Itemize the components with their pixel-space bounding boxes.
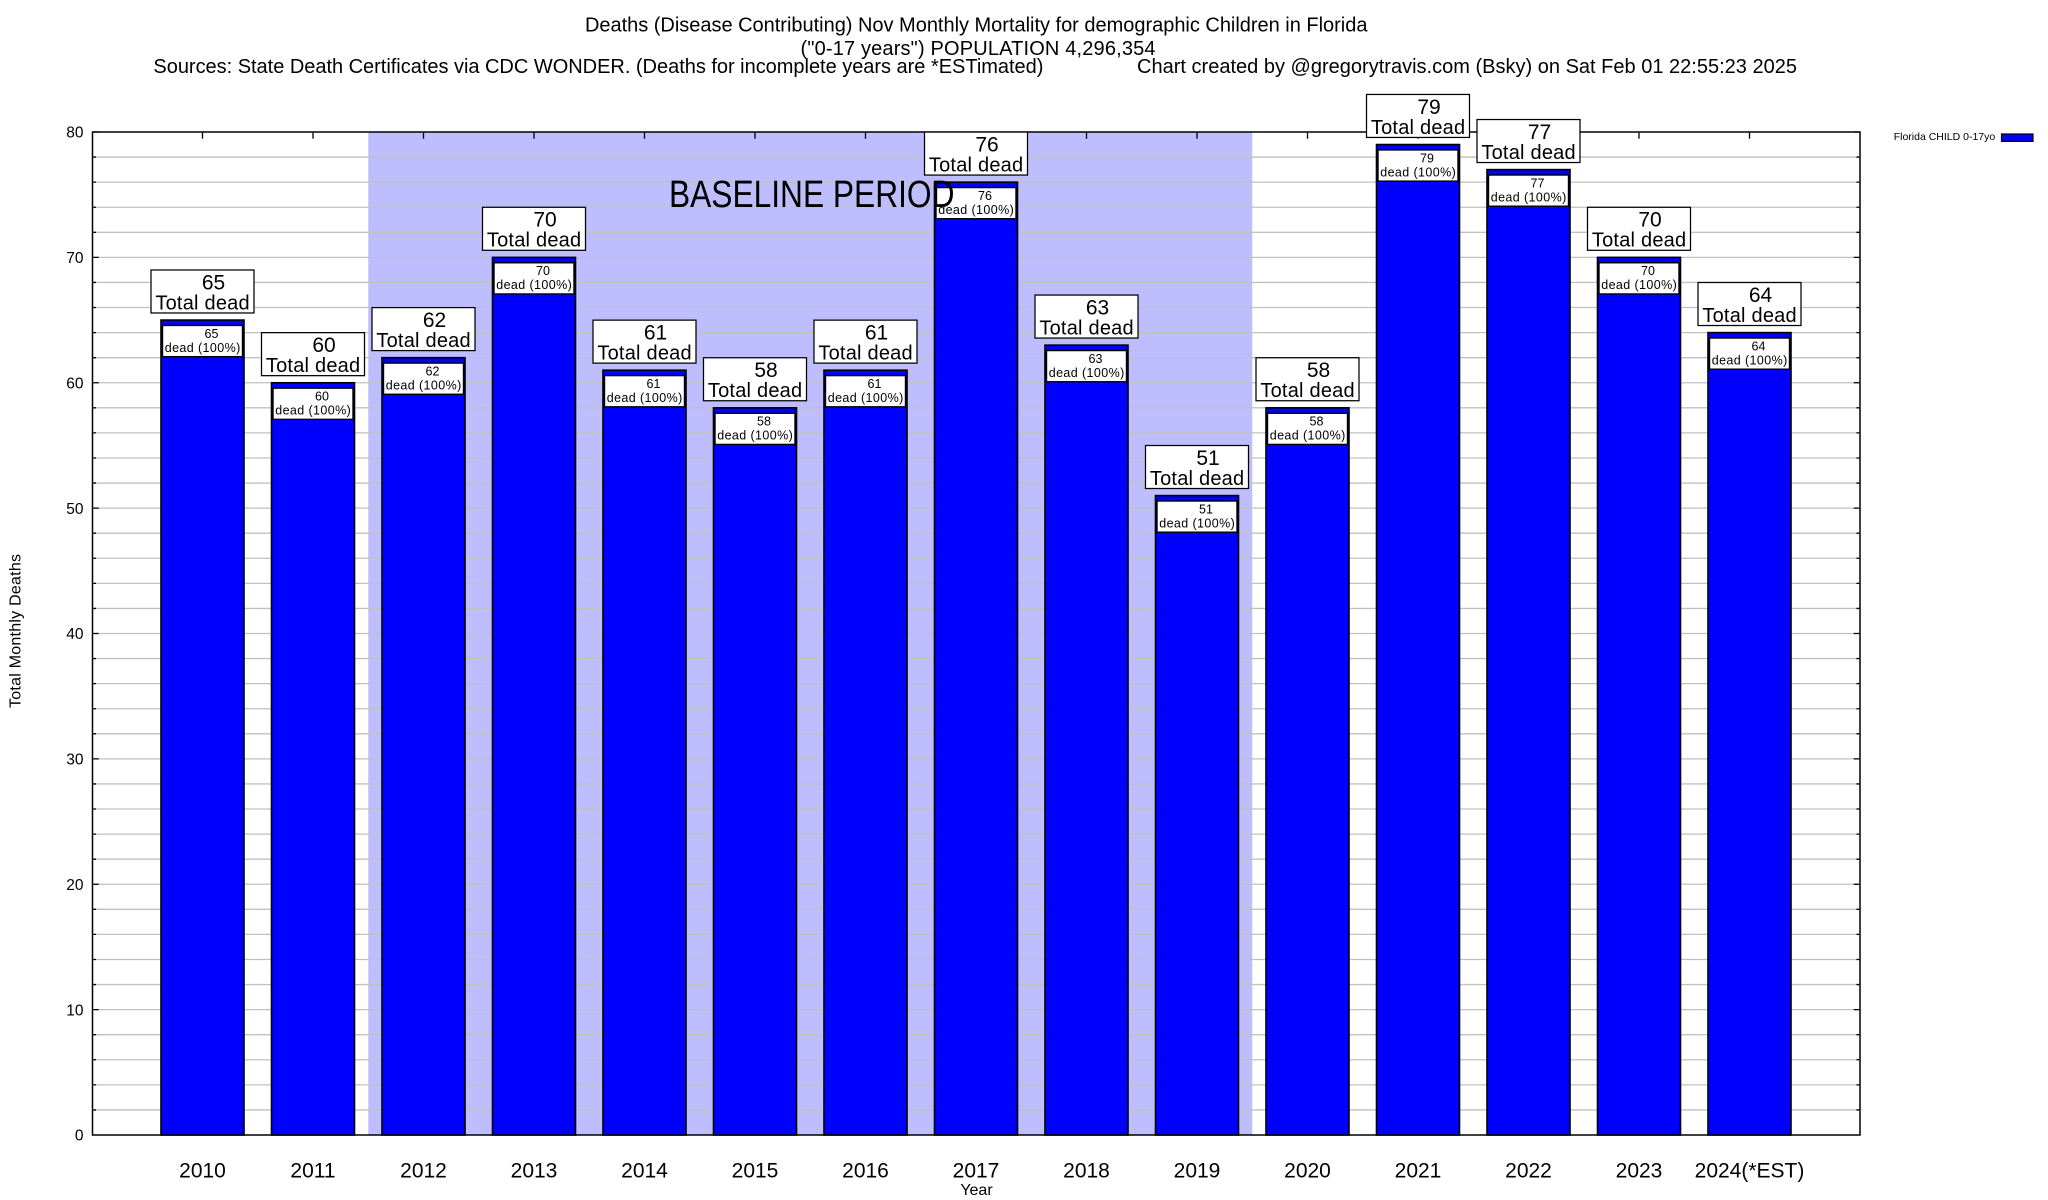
svg-text:77: 77 — [1528, 121, 1551, 144]
svg-text:2015: 2015 — [732, 1159, 779, 1182]
svg-text:64: 64 — [1749, 284, 1773, 307]
svg-text:20: 20 — [66, 877, 84, 894]
svg-text:64: 64 — [1752, 339, 1766, 353]
svg-text:2022: 2022 — [1505, 1159, 1552, 1182]
svg-text:2016: 2016 — [842, 1159, 889, 1182]
svg-text:dead (100%): dead (100%) — [1712, 353, 1788, 367]
svg-text:("0-17 years") POPULATION 4,29: ("0-17 years") POPULATION 4,296,354 — [801, 38, 1156, 60]
svg-text:58: 58 — [1307, 359, 1330, 382]
svg-text:61: 61 — [868, 377, 882, 391]
svg-text:dead (100%): dead (100%) — [938, 203, 1014, 217]
svg-text:dead (100%): dead (100%) — [1380, 165, 1456, 179]
svg-text:Year: Year — [960, 1182, 993, 1199]
svg-text:60: 60 — [312, 334, 335, 357]
svg-text:Sources: State Death Certifica: Sources: State Death Certificates via CD… — [153, 56, 1043, 78]
svg-text:70: 70 — [533, 209, 556, 232]
svg-text:Total dead: Total dead — [1039, 317, 1133, 339]
svg-text:58: 58 — [757, 415, 771, 429]
svg-text:2017: 2017 — [953, 1159, 1000, 1182]
svg-text:Total dead: Total dead — [708, 380, 802, 402]
svg-text:dead (100%): dead (100%) — [1270, 429, 1346, 443]
svg-text:Florida CHILD 0-17yo: Florida CHILD 0-17yo — [1894, 131, 1996, 143]
svg-text:50: 50 — [66, 501, 84, 518]
svg-text:10: 10 — [66, 1002, 84, 1019]
svg-text:Total dead: Total dead — [376, 330, 470, 352]
svg-text:61: 61 — [647, 377, 661, 391]
svg-text:2012: 2012 — [400, 1159, 447, 1182]
svg-text:62: 62 — [423, 309, 446, 332]
svg-text:76: 76 — [975, 133, 998, 156]
svg-text:65: 65 — [202, 271, 225, 294]
svg-text:2021: 2021 — [1395, 1159, 1442, 1182]
svg-text:Total dead: Total dead — [597, 343, 691, 365]
svg-text:Total dead: Total dead — [1260, 380, 1354, 402]
svg-text:dead (100%): dead (100%) — [1049, 366, 1125, 380]
svg-text:63: 63 — [1089, 352, 1103, 366]
svg-text:Total Monthly Deaths: Total Monthly Deaths — [8, 554, 25, 708]
svg-text:dead (100%): dead (100%) — [275, 404, 351, 418]
svg-text:Total dead: Total dead — [1481, 142, 1575, 164]
svg-text:51: 51 — [1196, 447, 1219, 470]
svg-text:70: 70 — [66, 250, 84, 267]
svg-text:70: 70 — [1638, 209, 1661, 232]
svg-text:63: 63 — [1086, 296, 1109, 319]
svg-text:60: 60 — [315, 390, 329, 404]
svg-text:BASELINE PERIOD: BASELINE PERIOD — [669, 174, 955, 216]
svg-text:2010: 2010 — [179, 1159, 226, 1182]
svg-text:2011: 2011 — [290, 1159, 335, 1182]
svg-text:Total dead: Total dead — [929, 154, 1023, 176]
svg-text:62: 62 — [426, 364, 440, 378]
svg-text:2014: 2014 — [621, 1159, 668, 1182]
svg-text:80: 80 — [66, 125, 84, 142]
svg-text:Total dead: Total dead — [1371, 117, 1465, 139]
svg-text:70: 70 — [536, 264, 550, 278]
svg-text:Total dead: Total dead — [487, 230, 581, 252]
svg-text:2013: 2013 — [511, 1159, 558, 1182]
svg-text:70: 70 — [1641, 264, 1655, 278]
svg-text:Total dead: Total dead — [1592, 230, 1686, 252]
svg-text:Total dead: Total dead — [155, 292, 249, 314]
svg-text:2019: 2019 — [1174, 1159, 1221, 1182]
svg-text:Deaths (Disease Contributing): Deaths (Disease Contributing) Nov Monthl… — [585, 15, 1368, 37]
svg-text:77: 77 — [1531, 176, 1545, 190]
svg-text:Chart created by @gregorytravi: Chart created by @gregorytravis.com (Bsk… — [1137, 56, 1797, 78]
svg-text:2024(*EST): 2024(*EST) — [1695, 1159, 1805, 1182]
svg-text:dead (100%): dead (100%) — [717, 429, 793, 443]
svg-text:61: 61 — [644, 321, 667, 344]
svg-text:40: 40 — [66, 626, 84, 643]
svg-text:30: 30 — [66, 752, 84, 769]
svg-text:Total dead: Total dead — [818, 343, 912, 365]
svg-text:Total dead: Total dead — [1702, 305, 1796, 327]
svg-text:dead (100%): dead (100%) — [1601, 278, 1677, 292]
svg-text:51: 51 — [1199, 502, 1213, 516]
svg-text:65: 65 — [205, 327, 219, 341]
svg-text:Total dead: Total dead — [266, 355, 360, 377]
svg-text:79: 79 — [1420, 151, 1434, 165]
svg-text:58: 58 — [754, 359, 777, 382]
svg-text:dead (100%): dead (100%) — [165, 341, 241, 355]
svg-text:dead (100%): dead (100%) — [1491, 190, 1567, 204]
svg-text:79: 79 — [1417, 96, 1440, 119]
svg-text:76: 76 — [978, 189, 992, 203]
svg-text:dead (100%): dead (100%) — [386, 378, 462, 392]
svg-text:dead (100%): dead (100%) — [828, 391, 904, 405]
svg-text:60: 60 — [66, 375, 84, 392]
svg-text:58: 58 — [1310, 415, 1324, 429]
svg-text:dead (100%): dead (100%) — [1159, 516, 1235, 530]
svg-text:61: 61 — [865, 321, 888, 344]
svg-text:2023: 2023 — [1616, 1159, 1663, 1182]
svg-text:2020: 2020 — [1284, 1159, 1331, 1182]
svg-text:0: 0 — [75, 1128, 84, 1145]
svg-text:Total dead: Total dead — [1150, 468, 1244, 490]
svg-text:2018: 2018 — [1063, 1159, 1110, 1182]
svg-text:dead (100%): dead (100%) — [496, 278, 572, 292]
svg-text:dead (100%): dead (100%) — [607, 391, 683, 405]
